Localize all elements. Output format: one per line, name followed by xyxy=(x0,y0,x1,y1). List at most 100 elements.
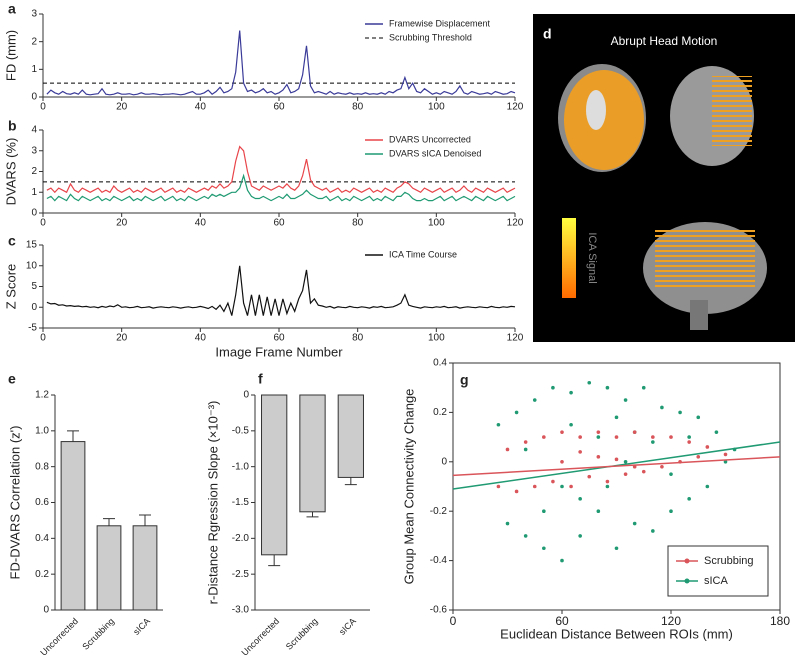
brain-panel: d Abrupt Head Motion ICA Signal xyxy=(533,14,795,342)
x-tick-label: sICA xyxy=(337,616,358,637)
y-tick-label: -0.6 xyxy=(430,605,448,616)
x-tick-label: Uncorrected xyxy=(240,616,282,658)
y-tick-label: 10 xyxy=(26,260,38,271)
panel-letter: b xyxy=(8,118,17,134)
x-tick-label: 80 xyxy=(352,333,364,344)
scatter-point xyxy=(687,497,691,501)
scatter-point xyxy=(532,484,537,489)
y-tick-label: 0 xyxy=(31,208,37,219)
error-bar xyxy=(306,511,319,518)
error-bar xyxy=(268,554,281,567)
scatter-point xyxy=(614,457,619,462)
x-tick-label: 20 xyxy=(116,102,128,113)
data-line xyxy=(46,30,516,96)
y-axis-label: DVARS (%) xyxy=(3,138,18,206)
x-tick-label: 80 xyxy=(352,218,364,229)
x-tick-label: 120 xyxy=(507,218,524,229)
y-tick-label: -0.2 xyxy=(430,506,448,517)
scatter-point xyxy=(523,534,528,538)
scatter-point xyxy=(578,497,582,501)
scatter-point xyxy=(596,455,601,459)
x-tick-label: 100 xyxy=(428,102,445,113)
x-tick-label: 0 xyxy=(40,102,46,113)
scatter-point xyxy=(587,474,592,479)
scatter-point xyxy=(660,464,664,469)
y-tick-label: 0.8 xyxy=(35,461,49,472)
legend-label: DVARS Uncorrected xyxy=(389,134,471,144)
y-tick-label: 0 xyxy=(31,92,37,103)
scatter-point xyxy=(705,445,710,449)
scatter-point xyxy=(714,430,719,434)
scatter-point xyxy=(614,546,619,551)
error-bar xyxy=(103,518,115,526)
y-tick-label: 0 xyxy=(43,605,49,616)
scatter-point xyxy=(551,479,555,484)
legend-label: sICA xyxy=(704,575,729,587)
y-tick-label: -0.5 xyxy=(232,425,250,436)
scatter-point xyxy=(496,484,501,489)
scatter-point xyxy=(614,415,619,420)
x-tick-label: 40 xyxy=(195,102,207,113)
colorbar xyxy=(562,218,576,298)
bar xyxy=(60,441,86,611)
scatter-point xyxy=(542,509,546,513)
coronal-activation xyxy=(712,76,752,146)
scatter-point xyxy=(569,390,573,395)
y-tick-label: 0 xyxy=(441,456,447,467)
legend-marker xyxy=(684,578,690,584)
scatter-point xyxy=(496,422,501,427)
x-tick-label: 100 xyxy=(428,333,445,344)
x-tick-label: 0 xyxy=(40,333,46,344)
data-line xyxy=(46,145,516,194)
panel-letter: g xyxy=(460,372,469,388)
y-tick-label: -0.4 xyxy=(430,555,448,566)
y-tick-label: 0.2 xyxy=(433,407,447,418)
x-tick-label: 80 xyxy=(352,102,364,113)
scatter-point xyxy=(605,484,610,489)
scatter-point xyxy=(660,405,664,410)
scatter-point xyxy=(505,521,510,526)
scatter-point xyxy=(578,534,582,538)
legend-label: Framewise Displacement xyxy=(389,18,491,28)
y-tick-label: 1 xyxy=(31,64,37,75)
x-tick-label: 0 xyxy=(450,614,457,628)
scatter-point xyxy=(641,385,646,390)
legend-label: Scrubbing Threshold xyxy=(389,32,472,42)
x-tick-label: 100 xyxy=(428,218,445,229)
y-axis-label: Z Score xyxy=(3,264,18,310)
y-tick-label: 15 xyxy=(26,240,38,251)
x-tick-label: 20 xyxy=(116,218,128,229)
scatter-point xyxy=(723,452,728,457)
scatter-point xyxy=(623,460,628,464)
scatter-point xyxy=(596,430,601,434)
scatter-point xyxy=(651,440,655,444)
scatter-point xyxy=(560,558,564,563)
scatter-point xyxy=(669,472,673,476)
scatter-point xyxy=(532,398,537,402)
error-bar xyxy=(67,430,79,442)
scatter-point xyxy=(632,430,637,434)
bar xyxy=(132,525,158,611)
y-tick-label: -3.0 xyxy=(232,605,250,616)
panel-letter: d xyxy=(543,26,552,42)
scatter-point xyxy=(523,440,528,444)
x-axis-label: Euclidean Distance Between ROIs (mm) xyxy=(500,626,733,641)
legend-label: DVARS sICA Denoised xyxy=(389,148,481,158)
scatter-point xyxy=(578,450,582,454)
y-axis-label: Group Mean Connectivity Change xyxy=(401,389,416,585)
y-tick-label: 1.0 xyxy=(35,425,49,436)
y-tick-label: -1.0 xyxy=(232,461,250,472)
scatter-point xyxy=(623,472,628,476)
scatter-point xyxy=(632,521,637,526)
brainstem xyxy=(690,300,708,330)
plot-frame xyxy=(452,362,781,611)
scatter-point xyxy=(569,484,573,489)
y-tick-label: 1 xyxy=(31,187,37,198)
scatter-point xyxy=(651,435,655,439)
scatter-point xyxy=(551,385,555,390)
x-tick-label: 20 xyxy=(116,333,128,344)
fit-line xyxy=(452,456,781,477)
scatter-point xyxy=(596,509,601,513)
axial-ventricle xyxy=(586,90,606,130)
y-axis-label: FD (mm) xyxy=(3,30,18,81)
